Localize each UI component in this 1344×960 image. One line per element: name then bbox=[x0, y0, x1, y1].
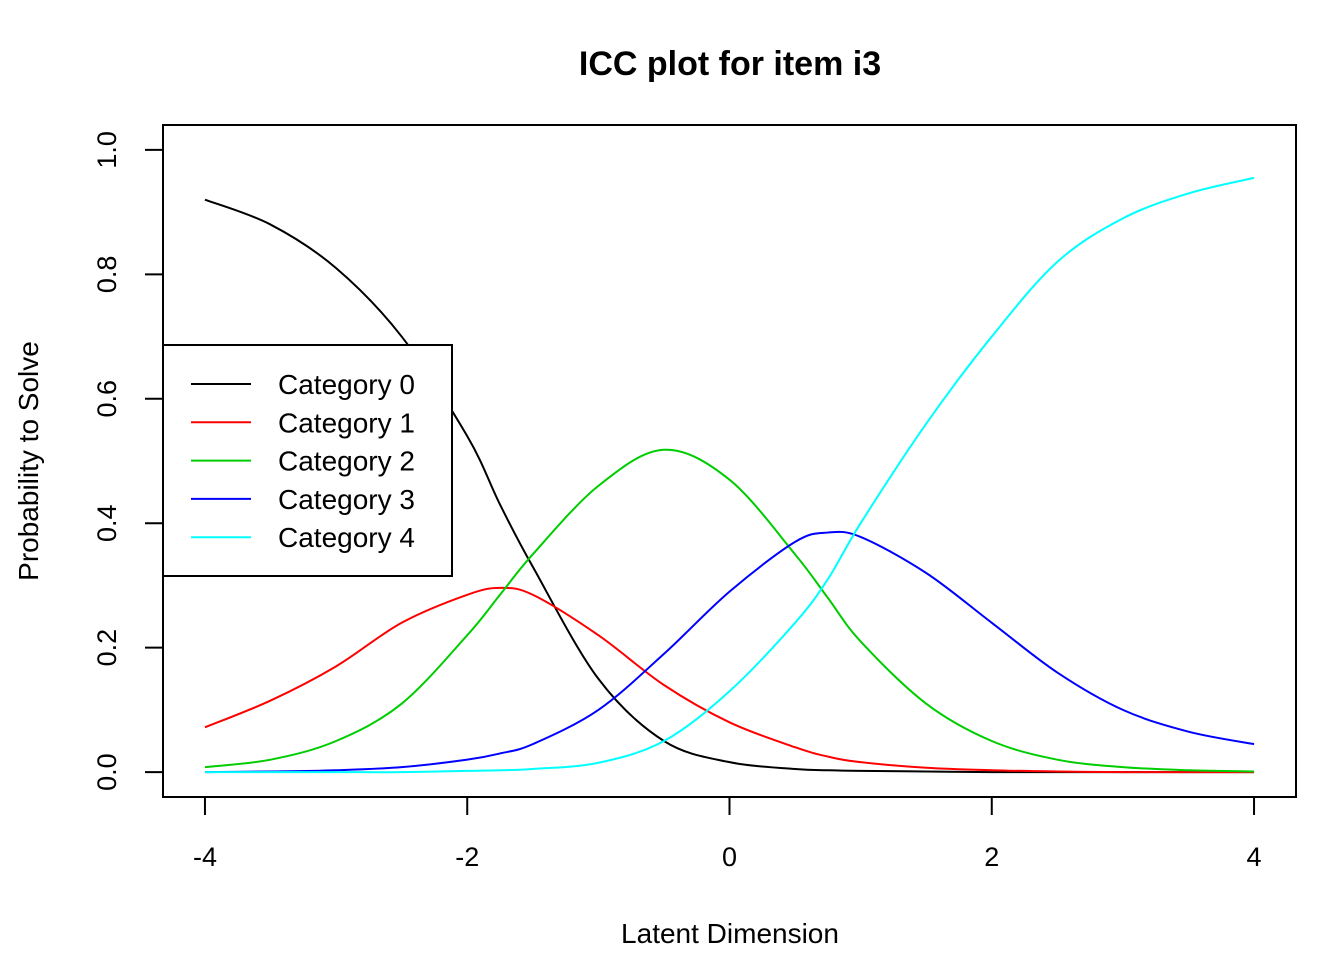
y-tick-label: 0.2 bbox=[92, 629, 122, 667]
legend-label: Category 1 bbox=[278, 407, 415, 438]
y-tick-label: 0.6 bbox=[92, 380, 122, 418]
series-layer bbox=[204, 176, 1255, 774]
legend: Category 0 Category 1 Category 2 Category 3… bbox=[162, 344, 453, 577]
y-axis: 0.0 0.2 0.4 0.6 0.8 1.0 bbox=[92, 131, 164, 791]
x-axis-label: Latent Dimension bbox=[621, 918, 839, 949]
chart-title: ICC plot for item i3 bbox=[579, 45, 881, 83]
y-tick-label: 1.0 bbox=[92, 131, 122, 169]
x-tick-label: -2 bbox=[455, 842, 479, 872]
series-line-category-4 bbox=[204, 176, 1255, 774]
y-tick-label: 0.4 bbox=[92, 504, 122, 542]
x-tick-label: -4 bbox=[193, 842, 217, 872]
legend-label: Category 2 bbox=[278, 446, 415, 477]
legend-label: Category 3 bbox=[278, 484, 415, 515]
y-axis-label: Probability to Solve bbox=[13, 341, 44, 581]
x-tick-label: 2 bbox=[984, 842, 999, 872]
legend-label: Category 4 bbox=[278, 522, 415, 553]
series-line-category-1 bbox=[204, 586, 1255, 774]
x-axis: -4 -2 0 2 4 bbox=[193, 796, 1262, 872]
x-tick-label: 4 bbox=[1247, 842, 1262, 872]
y-tick-label: 0.0 bbox=[92, 753, 122, 791]
legend-label: Category 0 bbox=[278, 369, 415, 400]
series-line-category-3 bbox=[204, 530, 1255, 774]
series-line-category-2 bbox=[204, 448, 1255, 773]
x-tick-label: 0 bbox=[722, 842, 737, 872]
y-tick-label: 0.8 bbox=[92, 256, 122, 294]
